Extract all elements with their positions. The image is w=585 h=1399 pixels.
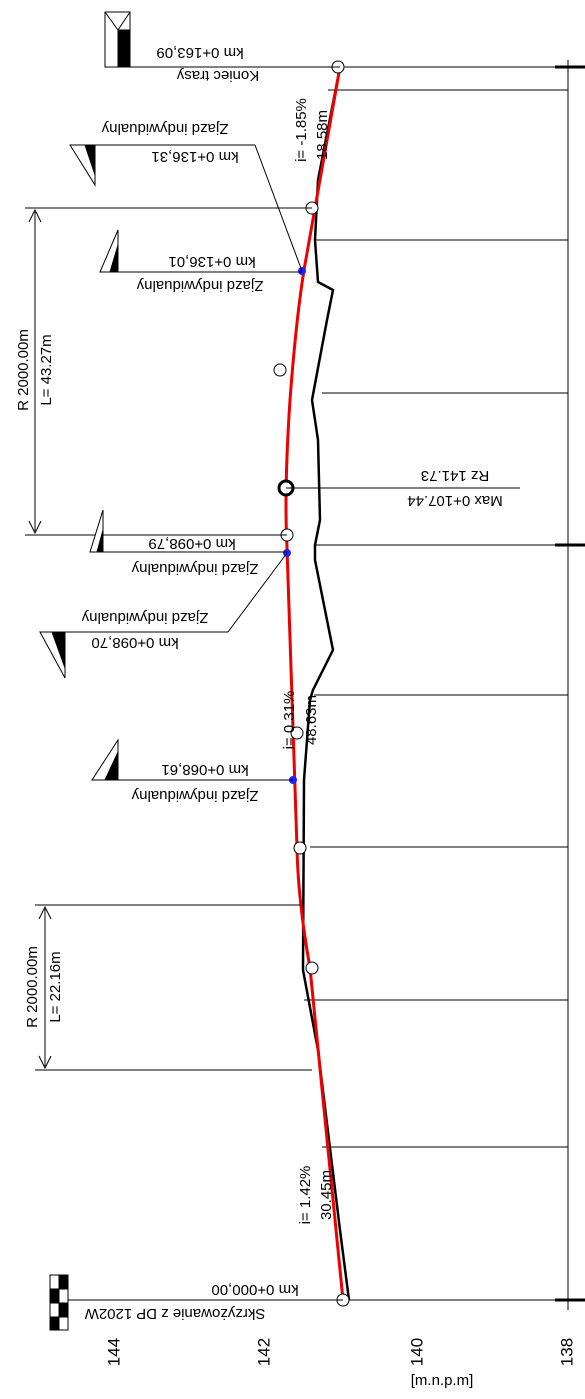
station-label: Skrzyżowanie z DP 1202W (84, 1305, 265, 1322)
station-km: km 0+163,09 (156, 44, 243, 61)
station-km: km 0+098,79 (148, 535, 235, 552)
curve-length: L= 22.16m (47, 951, 64, 1022)
axis-label: 142 (254, 1338, 273, 1366)
station-km: km 0+136,31 (151, 148, 238, 165)
station-km: km 0+000,00 (211, 1281, 298, 1298)
station-km: km 0+136,01 (168, 253, 255, 270)
labels: Koniec trasy km 0+163,09 Zjazd indywidua… (15, 44, 577, 1389)
station-label: Zjazd indywidualny (131, 787, 258, 804)
reference-lines (304, 60, 585, 1310)
station-km: km 0+068,61 (161, 761, 248, 778)
tangent-points (273, 60, 350, 1307)
grade-length: 18.58m (314, 110, 331, 160)
station-lines (40, 66, 520, 1301)
grade-slope: i= -1.85% (293, 98, 310, 162)
summit-elevation: Rz 141.73 (421, 467, 489, 484)
terrain-line (301, 66, 351, 1301)
axis-label: 144 (104, 1338, 123, 1366)
grade-length: 30.45m (318, 1170, 335, 1220)
station-km: km 0+098,70 (91, 634, 178, 651)
station-label: Zjazd indywidualny (81, 609, 208, 626)
curve-length: L= 43.27m (38, 334, 55, 405)
grade-length: 48.63m (303, 695, 320, 745)
axis-label: 138 (557, 1338, 576, 1366)
curve-dimensions (25, 207, 312, 1071)
grade-slope: i= 0.31% (281, 691, 298, 750)
station-label: Koniec trasy (176, 67, 259, 84)
station-flags (39, 11, 131, 1331)
axis-label: 140 (407, 1338, 426, 1366)
curve-radius: R 2000.00m (24, 946, 41, 1028)
summit-station: Max 0+107.44 (407, 492, 503, 509)
station-label: Zjazd indywidualny (131, 560, 258, 577)
axis-unit: [m.n.p.m] (411, 1372, 474, 1389)
grade-slope: i= 1.42% (297, 1166, 314, 1225)
station-label: Zjazd indywidualny (136, 277, 263, 294)
station-label: Zjazd indywidualny (101, 120, 228, 137)
curve-radius: R 2000.00m (15, 329, 32, 411)
